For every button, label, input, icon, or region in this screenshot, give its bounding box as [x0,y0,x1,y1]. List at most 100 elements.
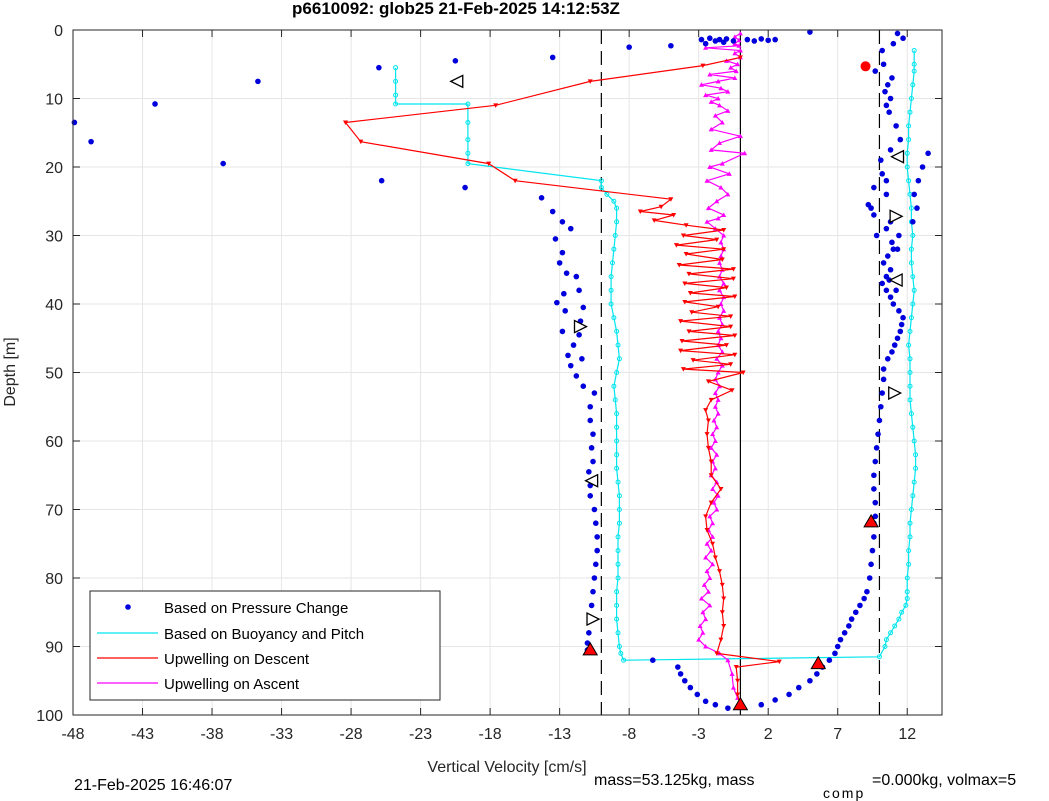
data-point [730,38,737,44]
data-point [732,41,738,46]
x-tick-label: 2 [764,726,773,743]
data-point [865,201,872,208]
data-point [671,212,677,218]
data-point [719,349,725,354]
data-point [868,561,874,568]
direction-marker [584,473,599,488]
data-point [721,308,727,313]
data-point [882,644,888,649]
data-point [465,161,471,167]
data-point [735,61,741,67]
data-point [715,328,721,334]
data-point [728,65,734,70]
data-point [614,219,620,225]
data-point [690,358,696,363]
y-tick-label: 30 [45,229,63,246]
data-point [465,119,471,125]
data-point [721,623,727,629]
data-point [608,301,614,307]
x-tick-label: -43 [131,726,154,743]
legend-swatch-pressure [125,604,131,610]
data-point [576,332,582,338]
data-point [883,102,890,109]
data-point [861,595,867,602]
data-point [708,459,714,465]
data-point [614,411,620,417]
data-point [751,38,758,44]
data-point [559,219,566,225]
data-point [567,225,574,232]
data-point [705,445,711,451]
data-point [707,35,713,42]
data-point [911,191,917,198]
data-point [907,109,913,115]
data-point [730,685,736,690]
data-point [549,208,556,215]
data-point [723,285,729,291]
data-point [721,228,727,233]
data-point [614,438,620,444]
data-point [711,417,717,423]
data-point [562,308,569,314]
data-point [587,493,594,499]
y-axis-ticks: 0 10 20 30 40 50 60 70 80 90 100 [36,23,942,725]
legend: Based on Pressure Change Based on Buoyan… [89,590,441,701]
footer-subscript: comp [823,785,865,801]
data-point [717,140,723,146]
data-point [913,465,919,471]
data-point [611,198,617,204]
series-1 [393,48,919,663]
data-point [580,383,587,390]
data-point [716,36,723,43]
data-point [708,473,714,478]
data-point [915,177,922,184]
y-tick-label: 70 [45,503,63,520]
data-point [594,547,600,554]
data-point [906,548,912,554]
data-point [898,321,905,328]
data-point [462,184,468,191]
data-point [715,78,721,84]
data-point [899,609,905,615]
data-point [908,411,914,417]
x-tick-label: -18 [479,726,502,743]
x-axis-ticks: -48 -43 -38 -33 -28 -23 -18 -13 -8 -3 2 7 12 [61,30,916,743]
data-point [869,547,876,554]
data-point [887,95,894,102]
data-point [573,273,580,280]
data-point [732,352,738,358]
data-point [255,78,261,85]
data-point [826,657,833,663]
direction-marker [890,149,905,164]
data-point [586,469,592,475]
data-point [712,438,718,443]
series-0 [71,29,931,711]
x-tick-label: -28 [340,726,363,743]
data-point [776,659,782,665]
data-point [894,30,901,37]
series-line [344,56,780,707]
data-point [876,417,883,424]
data-point [651,218,657,223]
direction-marker [888,385,903,401]
data-point [678,348,684,354]
data-point [615,534,621,540]
data-point [718,239,724,245]
data-point [721,596,727,602]
data-point [911,479,917,485]
data-point [907,534,913,540]
data-point [911,61,917,67]
data-point [871,534,877,540]
series-3 [696,30,748,700]
data-point [735,692,741,697]
data-point [556,260,563,266]
data-point [871,472,877,479]
data-point [719,119,725,125]
data-point [358,139,364,145]
data-point [765,37,771,44]
y-tick-label: 20 [45,160,63,177]
data-point [875,431,881,437]
data-point [887,294,894,300]
data-point [668,42,674,49]
data-point [682,299,688,305]
